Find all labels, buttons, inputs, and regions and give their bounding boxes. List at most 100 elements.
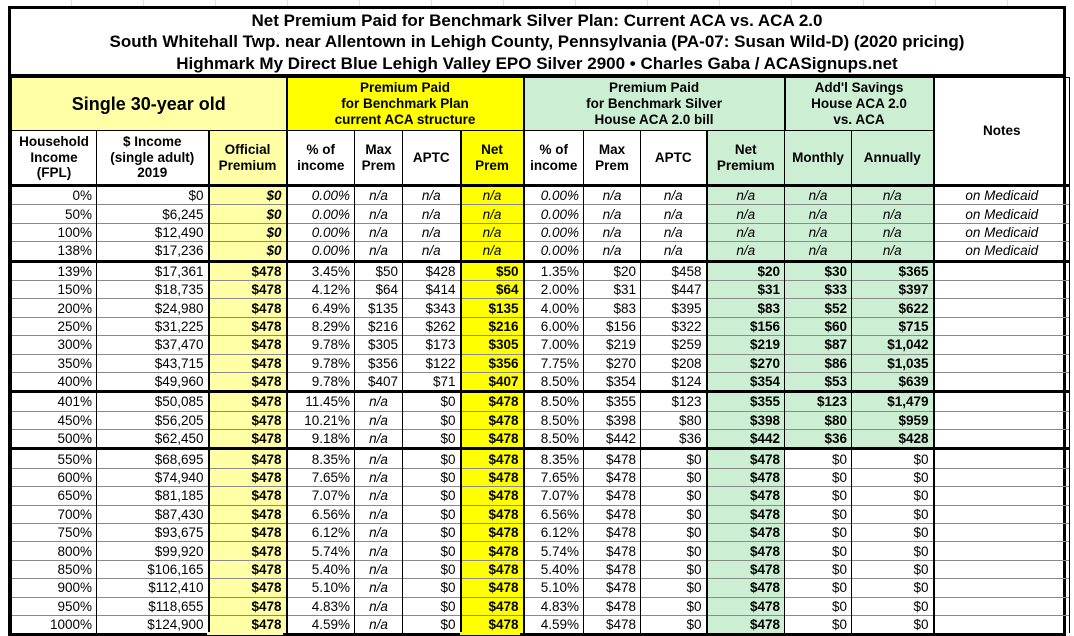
cell-official-premium[interactable]: $478	[207, 410, 288, 430]
cell-aca-max-prem[interactable]: $135	[354, 298, 404, 318]
cell-aca20-aptc[interactable]: n/a	[640, 204, 708, 224]
cell-savings-monthly[interactable]: $53	[784, 371, 853, 392]
cell-aca-net-prem[interactable]: $478	[459, 596, 525, 616]
cell-aca-aptc[interactable]: $0	[402, 486, 462, 506]
cell-note[interactable]	[933, 559, 1071, 579]
cell-aca-aptc[interactable]: $0	[402, 614, 462, 634]
col-header-savings-monthly[interactable]: Monthly	[784, 130, 853, 187]
cell-aca20-net-premium[interactable]: $478	[705, 596, 786, 616]
cell-aca20-net-premium[interactable]: n/a	[705, 241, 786, 262]
cell-official-premium[interactable]: $0	[207, 222, 288, 242]
cell-income[interactable]: $31,225	[96, 316, 209, 336]
cell-savings-annually[interactable]: $715	[851, 316, 935, 336]
cell-income[interactable]: $0	[96, 184, 209, 205]
cell-note[interactable]: on Medicaid	[933, 184, 1071, 205]
cell-aca-net-prem[interactable]: $478	[459, 447, 525, 469]
cell-aca20-aptc[interactable]: $0	[640, 523, 708, 542]
cell-official-premium[interactable]: $478	[207, 541, 288, 561]
cell-fpl[interactable]: 100%	[11, 222, 97, 242]
cell-aca-net-prem[interactable]: $478	[459, 429, 525, 449]
cell-aca-max-prem[interactable]: n/a	[354, 614, 404, 634]
cell-aca-net-prem[interactable]: $478	[459, 467, 525, 487]
cell-aca-aptc[interactable]: $71	[402, 371, 462, 392]
col-header-aca-net-prem[interactable]: Net Prem	[459, 130, 525, 187]
cell-income[interactable]: $112,410	[96, 578, 209, 598]
cell-savings-monthly[interactable]: n/a	[784, 204, 853, 224]
col-header-aca20-aptc[interactable]: APTC	[640, 130, 708, 187]
cell-aca20-net-premium[interactable]: $83	[705, 298, 786, 318]
cell-aca20-pct-income[interactable]: 5.10%	[523, 578, 585, 598]
cell-fpl[interactable]: 850%	[11, 559, 97, 579]
cell-aca-max-prem[interactable]: n/a	[354, 486, 404, 506]
cell-official-premium[interactable]: $478	[207, 578, 288, 598]
cell-aca20-pct-income[interactable]: 8.50%	[523, 429, 585, 449]
cell-savings-annually[interactable]: $0	[851, 486, 935, 506]
cell-income[interactable]: $12,490	[96, 222, 209, 242]
cell-aca-max-prem[interactable]: n/a	[354, 504, 404, 524]
cell-savings-annually[interactable]: n/a	[851, 222, 935, 242]
cell-aca-aptc[interactable]: $0	[402, 447, 462, 469]
cell-aca20-pct-income[interactable]: 8.50%	[523, 390, 585, 412]
cell-aca20-net-premium[interactable]: $478	[705, 578, 786, 598]
cell-aca20-pct-income[interactable]: 5.74%	[523, 541, 585, 561]
cell-official-premium[interactable]: $478	[207, 486, 288, 506]
cell-aca20-aptc[interactable]: $123	[640, 390, 708, 412]
cell-official-premium[interactable]: $478	[207, 390, 288, 412]
cell-savings-monthly[interactable]: $52	[784, 298, 853, 318]
cell-income[interactable]: $50,085	[96, 390, 209, 412]
cell-aca20-pct-income[interactable]: 1.35%	[523, 259, 585, 281]
cell-aca20-aptc[interactable]: $0	[640, 614, 708, 634]
cell-fpl[interactable]: 250%	[11, 316, 97, 336]
cell-fpl[interactable]: 700%	[11, 504, 97, 524]
cell-fpl[interactable]: 450%	[11, 410, 97, 430]
cell-aca20-max-prem[interactable]: $478	[583, 541, 642, 561]
cell-aca20-net-premium[interactable]: $478	[705, 559, 786, 579]
cell-income[interactable]: $118,655	[96, 596, 209, 616]
cell-aca-aptc[interactable]: $0	[402, 541, 462, 561]
cell-savings-monthly[interactable]: $0	[784, 486, 853, 506]
cell-aca-aptc[interactable]: $0	[402, 523, 462, 542]
cell-aca-pct-income[interactable]: 6.49%	[286, 298, 356, 318]
cell-aca20-net-premium[interactable]: n/a	[705, 222, 786, 242]
cell-savings-annually[interactable]: $1,479	[851, 390, 935, 412]
cell-note[interactable]	[933, 541, 1071, 561]
cell-savings-annually[interactable]: $0	[851, 523, 935, 542]
cell-aca20-aptc[interactable]: n/a	[640, 184, 708, 205]
cell-aca20-max-prem[interactable]: $478	[583, 596, 642, 616]
cell-aca20-pct-income[interactable]: 7.65%	[523, 467, 585, 487]
cell-aca20-net-premium[interactable]: $31	[705, 279, 786, 299]
cell-aca-pct-income[interactable]: 0.00%	[286, 222, 356, 242]
cell-aca20-pct-income[interactable]: 0.00%	[523, 204, 585, 224]
cell-aca-pct-income[interactable]: 6.56%	[286, 504, 356, 524]
cell-aca-max-prem[interactable]: n/a	[354, 578, 404, 598]
cell-note[interactable]	[933, 353, 1071, 373]
cell-aca20-max-prem[interactable]: n/a	[583, 204, 642, 224]
cell-aca-net-prem[interactable]: $478	[459, 541, 525, 561]
cell-aca20-pct-income[interactable]: 6.12%	[523, 523, 585, 542]
cell-savings-monthly[interactable]: $0	[784, 467, 853, 487]
cell-savings-monthly[interactable]: $87	[784, 335, 853, 355]
cell-aca-pct-income[interactable]: 4.83%	[286, 596, 356, 616]
cell-aca-max-prem[interactable]: $305	[354, 335, 404, 355]
cell-savings-monthly[interactable]: $80	[784, 410, 853, 430]
cell-income[interactable]: $74,940	[96, 467, 209, 487]
cell-official-premium[interactable]: $478	[207, 316, 288, 336]
cell-aca20-aptc[interactable]: $458	[640, 259, 708, 281]
cell-savings-annually[interactable]: $428	[851, 429, 935, 449]
cell-savings-monthly[interactable]: n/a	[784, 184, 853, 205]
cell-savings-annually[interactable]: $0	[851, 467, 935, 487]
cell-note[interactable]	[933, 410, 1071, 430]
cell-official-premium[interactable]: $478	[207, 429, 288, 449]
cell-aca-pct-income[interactable]: 9.78%	[286, 353, 356, 373]
cell-aca-net-prem[interactable]: n/a	[459, 222, 525, 242]
cell-aca-max-prem[interactable]: n/a	[354, 447, 404, 469]
cell-savings-monthly[interactable]: n/a	[784, 222, 853, 242]
cell-aca-aptc[interactable]: n/a	[402, 204, 462, 224]
cell-aca-aptc[interactable]: $173	[402, 335, 462, 355]
cell-aca20-aptc[interactable]: $0	[640, 559, 708, 579]
cell-aca20-net-premium[interactable]: $478	[705, 504, 786, 524]
cell-official-premium[interactable]: $478	[207, 447, 288, 469]
cell-note[interactable]	[933, 298, 1071, 318]
cell-savings-annually[interactable]: $1,035	[851, 353, 935, 373]
cell-fpl[interactable]: 200%	[11, 298, 97, 318]
